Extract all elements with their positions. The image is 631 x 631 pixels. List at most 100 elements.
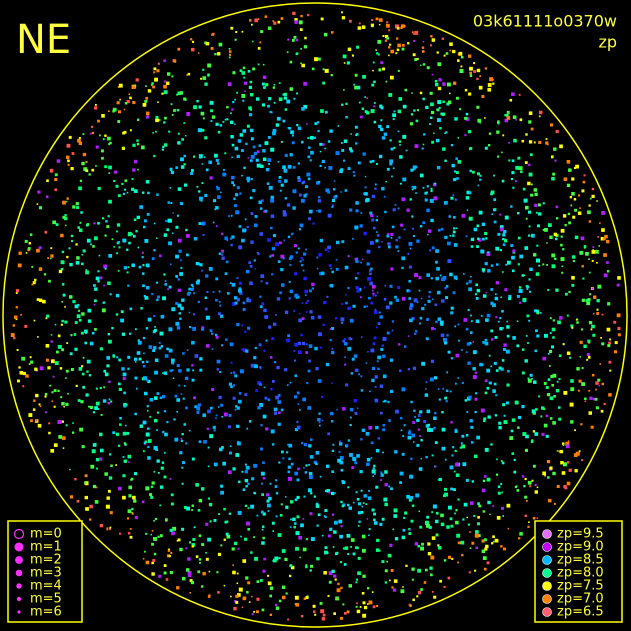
star [359,470,363,474]
star [422,97,425,101]
star [244,470,248,474]
star [89,518,92,521]
star [307,406,312,410]
star [123,405,126,408]
star [331,198,335,202]
star [226,239,229,241]
star [434,303,437,306]
star [215,122,219,126]
star [231,175,235,180]
star [256,610,259,614]
star [411,185,414,188]
star [524,495,528,499]
star [376,52,379,55]
star [244,463,247,466]
star [233,541,238,546]
star [184,506,187,510]
star [305,596,309,600]
star [455,473,460,477]
star [218,513,221,516]
star [430,359,435,363]
star [143,225,146,229]
star [251,613,254,616]
star [186,74,188,76]
star [152,85,155,89]
star [197,509,201,512]
star [598,384,601,387]
star [15,289,19,293]
star [166,228,170,232]
star [469,169,472,173]
star [470,331,473,334]
star [445,389,449,392]
star [235,405,238,408]
star [246,427,249,430]
star [392,113,396,118]
star [335,259,338,261]
star [177,238,182,243]
star [327,250,330,253]
star [374,386,377,388]
star [163,233,168,237]
star [213,462,218,467]
star [431,38,436,42]
star [495,369,499,372]
star [320,609,325,614]
star [355,260,359,264]
star [53,405,56,408]
star [570,379,574,383]
star [407,368,411,371]
star [451,557,454,560]
star [137,168,139,171]
star [468,571,471,574]
star [144,100,148,103]
star [75,260,80,265]
star [166,554,170,558]
star [187,557,191,561]
star [304,443,308,446]
star [264,15,268,18]
star [232,467,236,471]
star [574,208,577,212]
star [85,507,89,511]
star [250,363,255,368]
star [427,233,429,236]
star [474,371,477,374]
star [449,235,452,237]
star [248,113,253,117]
star [79,221,82,224]
star [379,104,383,108]
star [466,516,468,519]
star [108,110,110,112]
star [534,309,538,313]
star [191,543,196,547]
star [177,141,181,145]
star [217,195,221,199]
star [284,310,289,314]
star [82,133,85,136]
star [180,157,184,162]
star [81,372,85,376]
star [232,396,236,400]
star [366,249,371,254]
star [262,75,267,79]
star [373,105,376,108]
star [232,371,236,374]
star [296,425,301,430]
star [149,493,153,497]
star [397,250,400,252]
star [186,368,190,372]
star [175,302,179,305]
star [536,486,539,489]
star [84,341,87,345]
star [387,242,391,246]
magnitude-marker [16,583,22,589]
star [498,366,502,370]
star [515,118,517,121]
star [254,268,257,270]
star [531,479,534,482]
star [383,298,387,301]
star [517,426,520,429]
star [558,406,561,409]
star [536,258,540,263]
